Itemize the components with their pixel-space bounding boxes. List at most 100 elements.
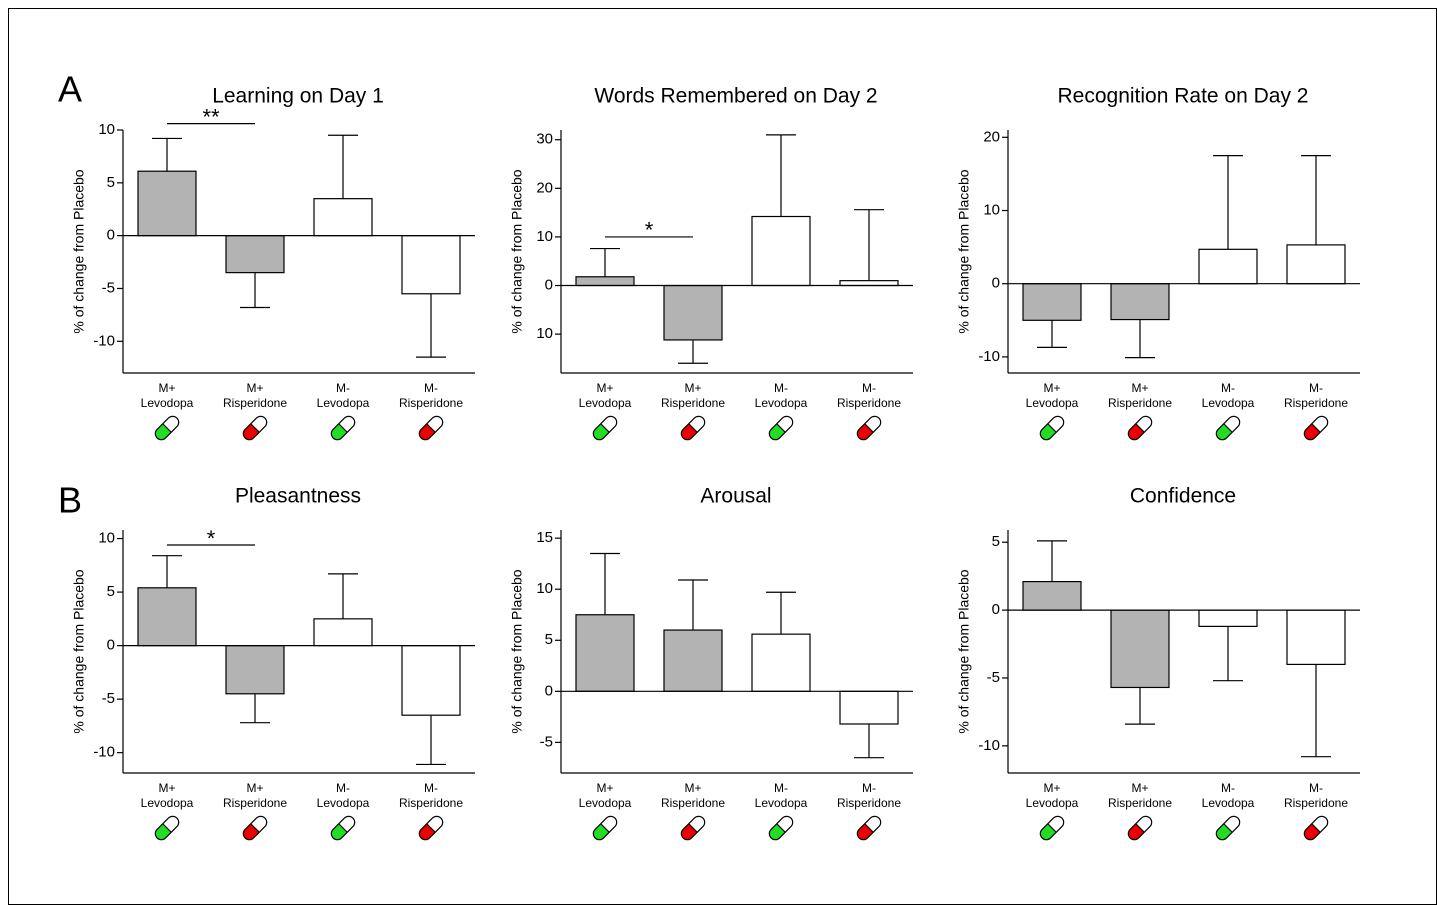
x-tick-label: M+ [1131, 781, 1148, 795]
y-axis-label: % of change from Placebo [509, 569, 525, 733]
significance-label: * [207, 526, 216, 551]
bar [401, 645, 461, 716]
pill-icon [242, 815, 268, 841]
pill-divider [426, 823, 436, 833]
y-tick-label: -5 [102, 279, 115, 296]
pill-divider [1223, 423, 1233, 433]
chart-title: Confidence [1130, 485, 1236, 508]
chart-title: Learning on Day 1 [212, 85, 384, 108]
pill-outline [1303, 815, 1329, 841]
bar [1022, 580, 1082, 611]
x-tick-label: M- [1309, 781, 1323, 795]
bar [225, 235, 285, 274]
y-axis-label: % of change from Placebo [71, 169, 87, 333]
y-tick-label: 10 [983, 201, 1000, 218]
bar [401, 235, 461, 295]
y-tick-label: 10 [98, 121, 115, 138]
pill-icon [1039, 815, 1065, 841]
y-tick-label: 5 [992, 533, 1000, 550]
y-tick-label: 20 [983, 128, 1000, 145]
x-tick-label: M- [424, 381, 438, 395]
pill-outline [330, 415, 356, 441]
pill-icon [1215, 415, 1241, 441]
bar [1110, 609, 1170, 689]
pill-divider [600, 823, 610, 833]
y-tick-label: -10 [978, 348, 1000, 365]
pill-icon [768, 815, 794, 841]
pill-divider [864, 423, 874, 433]
y-tick-label: -5 [102, 690, 115, 707]
x-tick-label: Levodopa [755, 396, 808, 410]
pill-outline [1127, 415, 1153, 441]
x-tick-label: Risperidone [661, 796, 725, 810]
bar [1198, 248, 1258, 285]
y-tick-label: -5 [987, 669, 1000, 686]
x-tick-label: M+ [684, 781, 701, 795]
bar [1286, 609, 1346, 665]
y-axis-label: % of change from Placebo [71, 569, 87, 733]
pill-divider [1311, 423, 1321, 433]
pill-icon [768, 415, 794, 441]
x-tick-label: M- [1309, 381, 1323, 395]
chart-title: Recognition Rate on Day 2 [1058, 85, 1309, 108]
bar [1022, 283, 1082, 321]
y-tick-label: 15 [536, 529, 553, 546]
chart-title: Pleasantness [235, 485, 361, 508]
x-tick-label: M- [1221, 381, 1235, 395]
x-tick-label: Risperidone [1108, 796, 1172, 810]
pill-divider [250, 823, 260, 833]
pill-outline [1039, 415, 1065, 441]
pill-divider [162, 423, 172, 433]
y-tick-label: -10 [93, 744, 115, 761]
pill-icon [154, 415, 180, 441]
y-tick-label: 0 [992, 275, 1000, 292]
x-tick-label: Levodopa [579, 396, 632, 410]
x-tick-label: M- [862, 781, 876, 795]
y-tick-label: 10 [536, 580, 553, 597]
y-tick-label: 0 [545, 276, 553, 293]
pill-icon [1215, 815, 1241, 841]
y-axis-label: % of change from Placebo [509, 169, 525, 333]
y-tick-label: 0 [992, 601, 1000, 618]
x-tick-label: Risperidone [1108, 396, 1172, 410]
bar [751, 215, 811, 287]
bar [839, 280, 899, 287]
pill-icon [1039, 415, 1065, 441]
pill-outline [1215, 815, 1241, 841]
pill-icon [418, 815, 444, 841]
pill-divider [1047, 423, 1057, 433]
pill-divider [776, 823, 786, 833]
significance-label: ** [202, 104, 220, 129]
bar [575, 276, 635, 287]
panel-label: A [58, 69, 82, 110]
bar [137, 587, 197, 647]
x-tick-label: M+ [1043, 781, 1060, 795]
bar [751, 633, 811, 692]
x-tick-label: Levodopa [755, 796, 808, 810]
bar [313, 618, 373, 647]
chart-title: Arousal [700, 485, 771, 508]
pill-divider [688, 423, 698, 433]
significance-label: * [645, 218, 654, 243]
x-tick-label: Levodopa [141, 396, 194, 410]
pill-divider [1135, 423, 1145, 433]
pill-icon [1303, 415, 1329, 441]
frame [8, 8, 1437, 905]
pill-icon [418, 415, 444, 441]
x-tick-label: Levodopa [1026, 796, 1079, 810]
x-tick-label: Risperidone [399, 396, 463, 410]
x-tick-label: Risperidone [661, 396, 725, 410]
pill-outline [1127, 815, 1153, 841]
x-tick-label: M+ [158, 781, 175, 795]
pill-divider [688, 823, 698, 833]
y-axis-label: % of change from Placebo [956, 569, 972, 733]
bar [313, 198, 373, 237]
x-tick-label: M+ [596, 781, 613, 795]
x-tick-label: M+ [158, 381, 175, 395]
pill-icon [592, 415, 618, 441]
pill-outline [242, 415, 268, 441]
x-tick-label: Risperidone [223, 796, 287, 810]
pill-divider [426, 423, 436, 433]
pill-divider [600, 423, 610, 433]
